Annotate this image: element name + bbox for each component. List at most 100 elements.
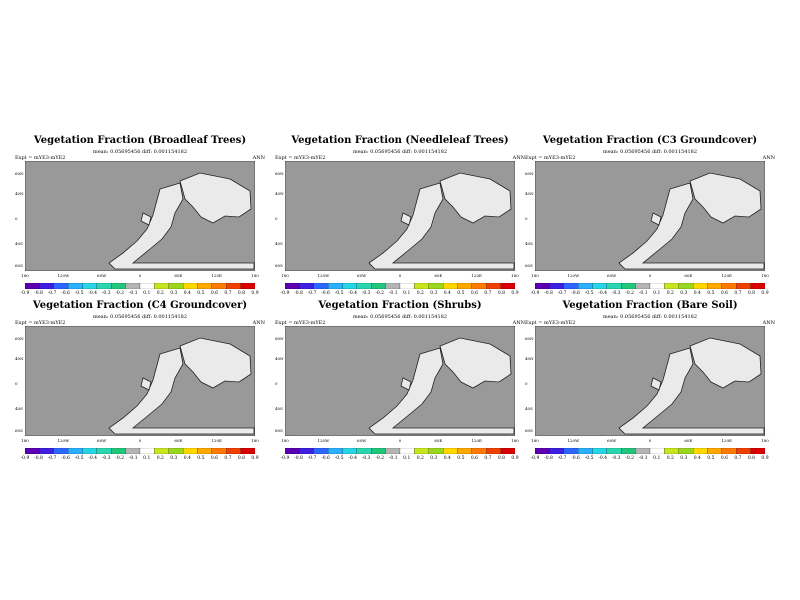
panel-stats: mean: 0.05695456 diff: 0.001154182 xyxy=(352,149,447,155)
colorbar-tick-label: -0.2 xyxy=(375,291,385,296)
colorbar-swatch xyxy=(68,448,83,454)
colorbar-tick-label: 0.4 xyxy=(693,291,701,296)
y-tick-label: 0 xyxy=(15,216,18,221)
colorbar-tick-label: 0.3 xyxy=(430,456,438,461)
panel-stats: mean: 0.05695456 diff: 0.001154182 xyxy=(92,149,187,155)
colorbar-tick-label: 0.1 xyxy=(143,291,151,296)
colorbar-tick-label: 0.4 xyxy=(443,291,451,296)
colorbar-tick-label: -0.7 xyxy=(307,291,317,296)
colorbar-swatch xyxy=(68,283,83,289)
colorbar-swatch xyxy=(563,283,579,289)
y-tick-label: 40N xyxy=(525,356,534,361)
colorbar-swatch xyxy=(168,448,184,454)
colorbar-swatch xyxy=(211,448,227,454)
colorbar-tick-label: -0.7 xyxy=(47,291,57,296)
colorbar-tick-label: 0.7 xyxy=(734,291,742,296)
colorbar-tick-label: 0.6 xyxy=(720,291,728,296)
y-tick-label: 0 xyxy=(15,381,18,386)
colorbar-tick-label: 0.4 xyxy=(443,456,451,461)
colorbar-tick-label: -0.1 xyxy=(638,291,648,296)
colorbar-swatch xyxy=(385,448,401,454)
colorbar-swatch xyxy=(125,283,141,289)
colorbar-tick-label: -0.4 xyxy=(88,456,97,461)
colorbar-tick-label: 0.1 xyxy=(653,291,661,296)
colorbar-tick-label: -0.4 xyxy=(348,291,357,296)
colorbar-swatch xyxy=(693,283,708,289)
colorbar-tick-label: -0.5 xyxy=(584,291,594,296)
colorbar-tick-label: 0.6 xyxy=(470,456,478,461)
colorbar-swatch xyxy=(664,283,679,289)
panel-season: ANN xyxy=(512,155,525,161)
colorbar-tick-label: 0.9 xyxy=(761,291,769,296)
x-tick-label: 0 xyxy=(138,438,142,443)
colorbar-tick-label: 0.2 xyxy=(416,291,424,296)
colorbar-swatch xyxy=(356,283,372,289)
colorbar-tick-label: 0.9 xyxy=(251,456,259,461)
y-tick-label: 40N xyxy=(15,356,24,361)
colorbar-tick-label: 0.1 xyxy=(143,456,151,461)
colorbar-tick-label: 0.7 xyxy=(734,456,742,461)
colorbar-swatch xyxy=(25,283,40,289)
x-tick-label: 180 xyxy=(531,273,539,278)
colorbar xyxy=(285,283,515,289)
panel-stats: mean: 0.05695456 diff: 0.001154182 xyxy=(92,314,187,320)
colorbar-tick-label: 0.7 xyxy=(224,291,232,296)
x-tick-labels: 180 120W 60W 0 60E 120E 180 xyxy=(21,273,259,281)
colorbar-tick-label: 0.5 xyxy=(197,291,205,296)
x-tick-label: 0 xyxy=(648,273,652,278)
x-tick-label: 60W xyxy=(97,438,107,443)
colorbar-swatch xyxy=(211,283,227,289)
colorbar-swatch xyxy=(457,448,472,454)
colorbar-tick-label: 0.4 xyxy=(693,456,701,461)
colorbar-swatch xyxy=(356,448,372,454)
colorbar-tick-label: 0.3 xyxy=(680,456,688,461)
colorbar-tick-label: -0.4 xyxy=(88,291,97,296)
colorbar-swatch xyxy=(486,283,501,289)
colorbar-tick-label: -0.6 xyxy=(571,291,580,296)
colorbar-swatch xyxy=(578,448,593,454)
colorbar-swatch xyxy=(736,283,751,289)
colorbar-tick-label: -0.9 xyxy=(280,456,290,461)
colorbar-tick-label: -0.4 xyxy=(598,456,607,461)
panel-title: Vegetation Fraction (C3 Groundcover) xyxy=(542,135,758,146)
colorbar-swatch xyxy=(299,283,314,289)
x-tick-label: 120E xyxy=(471,273,482,278)
colorbar-swatch xyxy=(96,283,112,289)
y-tick-label: 60N xyxy=(275,336,284,341)
x-tick-label: 60E xyxy=(434,273,443,278)
colorbar-tick-label: 0.3 xyxy=(170,456,178,461)
colorbar-swatch xyxy=(664,448,679,454)
y-tick-label: 0 xyxy=(525,381,528,386)
colorbar-swatch xyxy=(53,283,69,289)
colorbar-swatch xyxy=(428,448,444,454)
panel-title: Vegetation Fraction (Broadleaf Trees) xyxy=(33,135,247,146)
panel-stats: mean: 0.05695456 diff: 0.001154182 xyxy=(602,149,697,155)
colorbar-labels: -0.9 -0.8 -0.7 -0.6 -0.5 -0.4 -0.3 -0.2 -0.1 0.1 0… xyxy=(531,456,769,464)
x-tick-label: 60E xyxy=(174,273,183,278)
panel-season: ANN xyxy=(252,320,265,326)
land-mask xyxy=(618,172,765,270)
colorbar-swatch xyxy=(549,283,564,289)
colorbar-swatch xyxy=(183,283,198,289)
colorbar-tick-label: 0.7 xyxy=(224,456,232,461)
map-plot xyxy=(25,326,255,436)
x-tick-label: 60W xyxy=(607,438,617,443)
colorbar-swatch xyxy=(111,283,126,289)
land-mask xyxy=(368,337,515,435)
colorbar-labels: -0.9 -0.8 -0.7 -0.6 -0.5 -0.4 -0.3 -0.2 -0.1 0.1 0… xyxy=(281,456,519,464)
colorbar-tick-label: 0.5 xyxy=(457,291,465,296)
colorbar-tick-label: -0.6 xyxy=(61,291,70,296)
colorbar-swatch xyxy=(371,448,386,454)
y-tick-label: 60S xyxy=(15,428,23,433)
colorbar-swatch xyxy=(385,283,401,289)
colorbar-swatch xyxy=(53,448,69,454)
colorbar-tick-label: 0.2 xyxy=(666,291,674,296)
colorbar-tick-label: -0.3 xyxy=(361,291,371,296)
x-tick-label: 120E xyxy=(211,438,222,443)
x-tick-label: 180 xyxy=(21,273,29,278)
colorbar-swatch xyxy=(443,448,458,454)
colorbar-swatch xyxy=(443,283,458,289)
colorbar-tick-label: -0.3 xyxy=(101,456,111,461)
colorbar-tick-label: -0.6 xyxy=(321,291,330,296)
panel-expt: Expt = mYE3-mYE2 xyxy=(15,320,66,326)
